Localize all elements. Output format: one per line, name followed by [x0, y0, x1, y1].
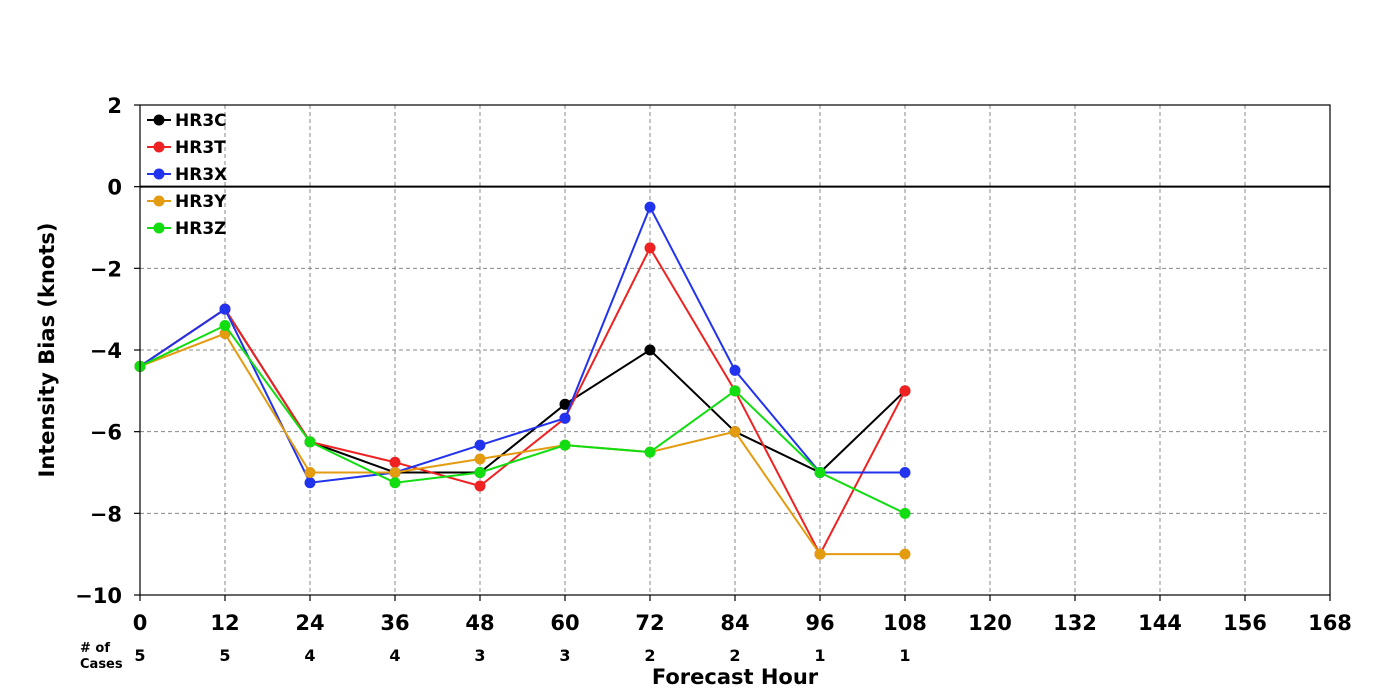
data-point — [899, 467, 911, 478]
data-point — [899, 385, 911, 397]
series-line — [139, 204, 905, 484]
data-point — [474, 453, 486, 465]
series-hr3z — [134, 320, 911, 519]
y-tick-label: −6 — [90, 421, 122, 445]
x-tick-label: 72 — [635, 611, 664, 635]
x-tick-label: 24 — [295, 611, 324, 635]
x-tick-label: 84 — [720, 611, 749, 635]
case-count: 3 — [559, 646, 570, 665]
legend-marker — [153, 141, 165, 153]
grid-lines — [140, 105, 1330, 595]
legend-item: HR3C — [147, 111, 227, 131]
case-count: 3 — [474, 646, 485, 665]
x-tick-label: 120 — [968, 611, 1012, 635]
cases-label: # of — [80, 641, 110, 656]
y-tick-label: −2 — [90, 257, 122, 281]
x-tick-label: 168 — [1308, 611, 1352, 635]
series-line — [139, 324, 906, 515]
y-tick-label: 2 — [107, 94, 122, 118]
y-axis-ticks: 2 0 −2 −4 −6 −8 −10 — [75, 94, 140, 608]
x-tick-label: 36 — [380, 611, 409, 635]
data-point — [219, 303, 231, 315]
legend-label: HR3C — [175, 111, 227, 131]
case-count: 2 — [644, 646, 655, 665]
legend-marker — [153, 195, 165, 207]
data-point — [304, 467, 316, 478]
series-hr3x — [134, 201, 911, 489]
y-axis-label: Intensity Bias (knots) — [35, 223, 59, 478]
data-point — [389, 456, 401, 468]
case-count: 5 — [219, 646, 230, 665]
case-count: 4 — [389, 646, 400, 665]
case-count: 4 — [304, 646, 315, 665]
x-tick-label: 48 — [465, 611, 494, 635]
x-tick-label: 108 — [883, 611, 927, 635]
data-point — [644, 446, 656, 458]
legend-label: HR3X — [175, 165, 227, 185]
legend-item: HR3T — [147, 138, 226, 158]
data-point — [559, 398, 571, 410]
series-layer — [134, 201, 911, 560]
data-point — [814, 467, 826, 478]
data-point — [474, 467, 486, 478]
data-point — [389, 477, 401, 489]
x-axis-ticks: 0 12 24 36 48 60 72 84 96 108 120 132 144 156 168 — [133, 595, 1352, 635]
x-tick-label: 0 — [133, 611, 148, 635]
legend-marker — [153, 168, 165, 180]
data-point — [814, 548, 826, 560]
legend-label: HR3Y — [175, 192, 227, 212]
data-point — [389, 467, 401, 478]
data-point — [644, 344, 656, 356]
data-point — [729, 385, 741, 397]
data-point — [304, 436, 316, 448]
y-tick-label: −10 — [75, 584, 122, 608]
data-point — [559, 412, 571, 424]
data-point — [304, 477, 316, 489]
data-point — [729, 364, 741, 376]
x-tick-label: 156 — [1223, 611, 1267, 635]
y-tick-label: −4 — [90, 339, 122, 363]
series-line — [139, 332, 905, 556]
data-point — [729, 426, 741, 438]
y-tick-label: 0 — [107, 176, 122, 200]
data-point — [474, 480, 486, 492]
legend-marker — [153, 222, 165, 234]
x-tick-label: 144 — [1138, 611, 1182, 635]
data-point — [219, 320, 231, 331]
data-point — [644, 201, 656, 213]
x-tick-label: 60 — [550, 611, 579, 635]
legend: HR3C HR3T HR3X HR3Y HR3Z — [147, 111, 227, 239]
cases-label: Cases — [80, 657, 123, 672]
case-count: 2 — [729, 646, 740, 665]
legend-item: HR3Z — [147, 219, 226, 239]
data-point — [899, 507, 911, 519]
case-count: 5 — [134, 646, 145, 665]
legend-label: HR3T — [175, 138, 226, 158]
data-point — [559, 439, 571, 451]
series-line — [139, 245, 906, 557]
cases-row: # of Cases 5 5 4 4 3 3 2 2 1 1 — [80, 641, 911, 672]
x-tick-label: 132 — [1053, 611, 1097, 635]
data-point — [899, 548, 911, 560]
series-hr3t — [134, 242, 911, 560]
case-count: 1 — [899, 646, 910, 665]
x-tick-label: 12 — [210, 611, 239, 635]
x-tick-label: 96 — [805, 611, 834, 635]
data-point — [474, 439, 486, 451]
legend-item: HR3X — [147, 165, 227, 185]
legend-item: HR3Y — [147, 192, 227, 212]
legend-marker — [153, 114, 165, 126]
x-axis-label: Forecast Hour — [652, 665, 819, 689]
data-point — [644, 242, 656, 254]
series-line — [139, 307, 906, 474]
legend-label: HR3Z — [175, 219, 226, 239]
case-count: 1 — [814, 646, 825, 665]
y-tick-label: −8 — [90, 502, 122, 526]
